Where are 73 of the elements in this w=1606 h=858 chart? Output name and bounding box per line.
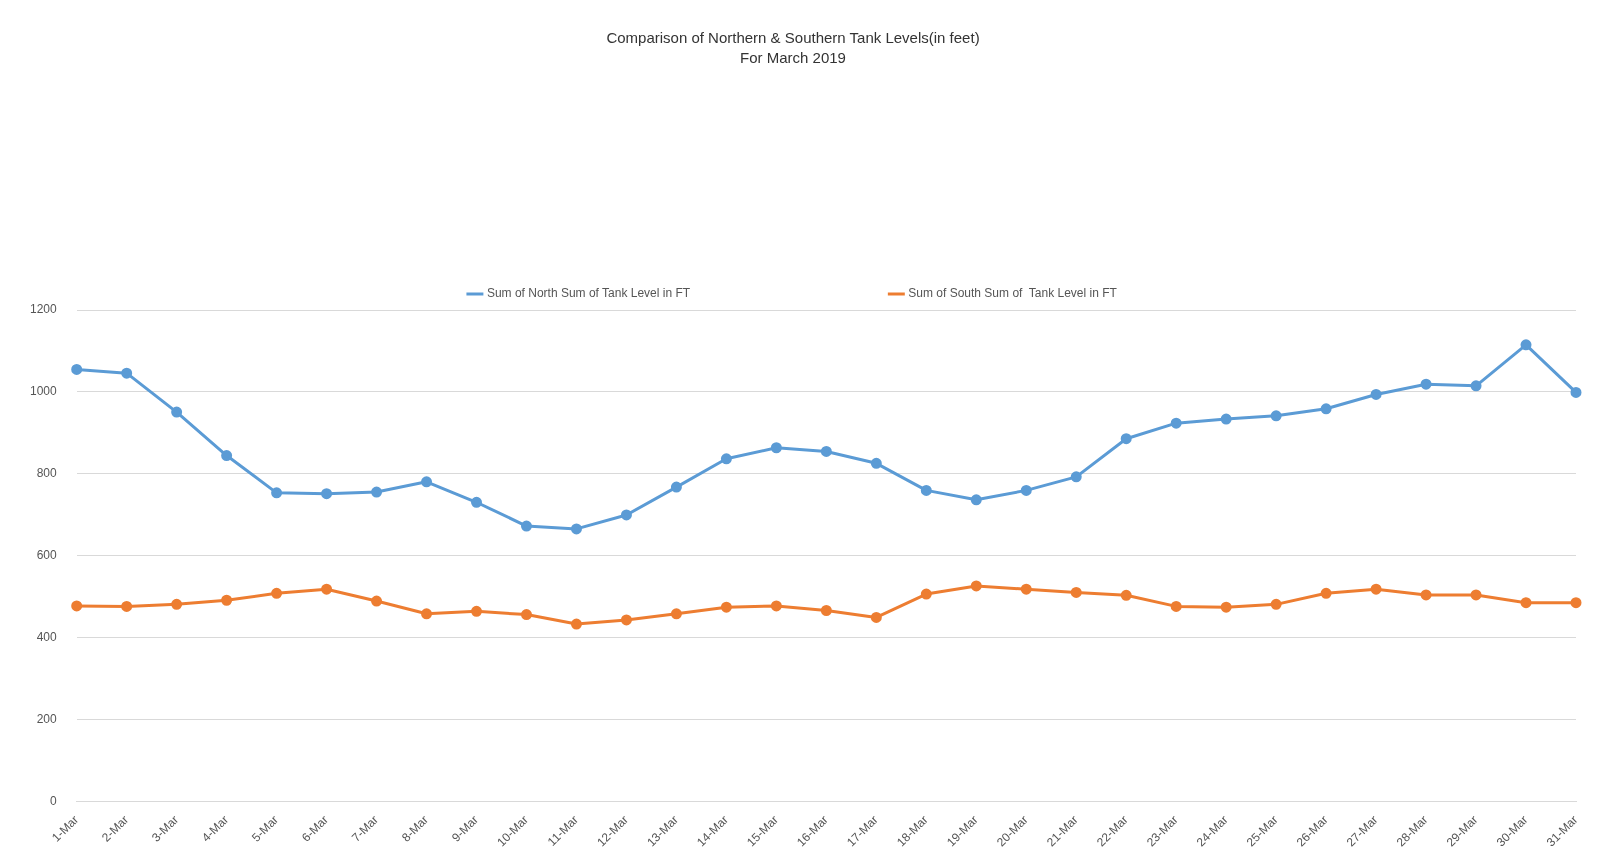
point [121, 600, 133, 612]
point [1420, 589, 1432, 601]
point [720, 601, 732, 613]
point [870, 457, 882, 469]
point [1120, 589, 1132, 601]
legend-label: Sum of North Sum of Tank Level in FT [486, 286, 691, 301]
point [1170, 600, 1182, 612]
y-tick-label: 600 [36, 548, 58, 563]
point [171, 406, 183, 418]
chart-subtitle: For March 2019 [740, 49, 846, 67]
point [970, 494, 982, 506]
point [1570, 597, 1582, 609]
point [171, 598, 183, 610]
point [321, 583, 333, 595]
point [870, 611, 882, 623]
point [271, 487, 283, 499]
point [1220, 601, 1232, 613]
point [71, 363, 83, 375]
point [1070, 471, 1082, 483]
point [1420, 378, 1432, 390]
point [970, 580, 982, 592]
point [1520, 597, 1532, 609]
point [520, 520, 532, 532]
point [1470, 380, 1482, 392]
point [770, 600, 782, 612]
legend-label: Sum of South Sum of Tank Level in FT [908, 286, 1118, 301]
point [570, 618, 582, 630]
point [1570, 386, 1582, 398]
point [1370, 583, 1382, 595]
chart-title: Comparison of Northern & Southern Tank Levels(in feet) [606, 29, 980, 47]
point [1120, 433, 1132, 445]
point [720, 453, 732, 465]
point [620, 509, 632, 521]
point [221, 594, 233, 606]
point [471, 605, 483, 617]
point [1470, 589, 1482, 601]
y-tick-label: 1200 [29, 302, 58, 317]
point [1220, 413, 1232, 425]
point [570, 523, 582, 535]
point [820, 445, 832, 457]
point [1170, 417, 1182, 429]
point [920, 588, 932, 600]
point [121, 367, 133, 379]
point [1320, 587, 1332, 599]
point [920, 484, 932, 496]
y-tick-label: 400 [36, 630, 58, 645]
point [471, 496, 483, 508]
point [1020, 583, 1032, 595]
point [1520, 339, 1532, 351]
y-tick-label: 1000 [29, 384, 58, 399]
point [271, 587, 283, 599]
point [1020, 484, 1032, 496]
point [71, 600, 83, 612]
point [620, 614, 632, 626]
point [1270, 598, 1282, 610]
point [520, 609, 532, 621]
point [1320, 403, 1332, 415]
point [670, 481, 682, 493]
point [1370, 388, 1382, 400]
point [221, 450, 233, 462]
point [670, 608, 682, 620]
point [1070, 586, 1082, 598]
point [421, 608, 433, 620]
point [770, 442, 782, 454]
y-tick-label: 200 [36, 712, 58, 727]
point [820, 604, 832, 616]
point [371, 595, 383, 607]
y-tick-label: 0 [50, 794, 58, 809]
point [321, 488, 333, 500]
point [371, 486, 383, 498]
point [421, 476, 433, 488]
y-tick-label: 800 [36, 466, 58, 481]
point [1270, 410, 1282, 422]
